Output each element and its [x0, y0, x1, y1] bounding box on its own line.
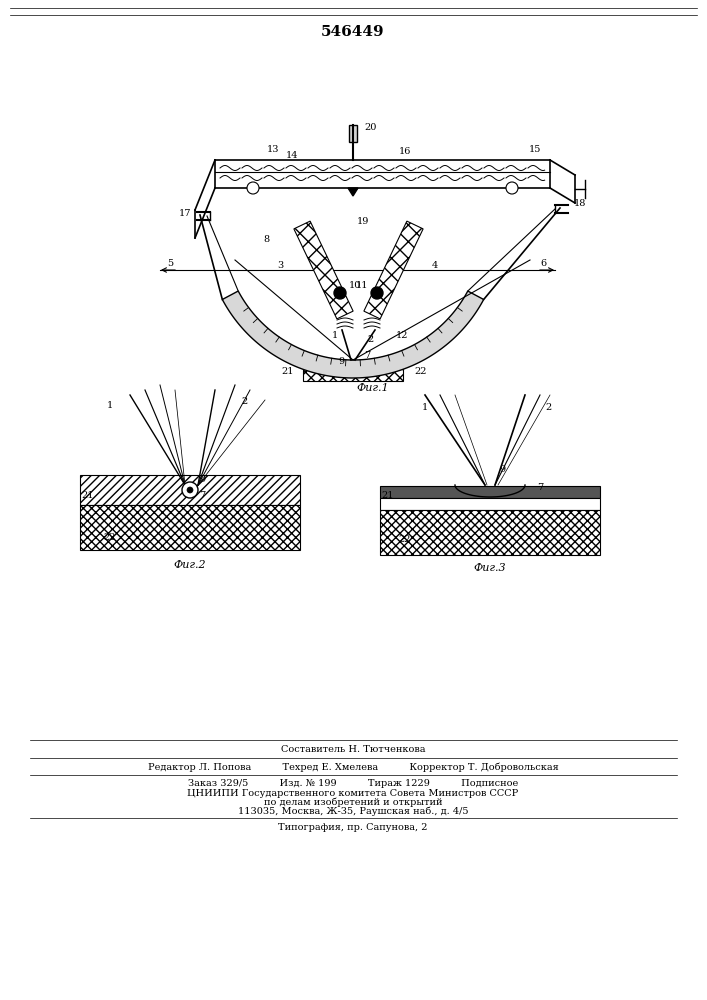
Text: 5: 5 [167, 258, 173, 267]
Text: 9: 9 [499, 466, 505, 475]
Text: 1: 1 [332, 330, 338, 340]
Text: 15: 15 [529, 145, 541, 154]
Text: Фиг.2: Фиг.2 [174, 560, 206, 570]
Bar [380, 486, 600, 498]
Text: 22: 22 [415, 367, 427, 376]
Text: 14: 14 [286, 150, 298, 159]
Text: 21: 21 [282, 367, 294, 376]
Text: 12: 12 [396, 330, 408, 340]
Polygon shape [348, 188, 358, 196]
Text: 13: 13 [267, 145, 279, 154]
Text: 22: 22 [104, 534, 116, 542]
Circle shape [334, 287, 346, 299]
Text: Фиг.3: Фиг.3 [474, 563, 506, 573]
Text: 9: 9 [338, 358, 344, 366]
Text: по делам изобретений и открытий: по делам изобретений и открытий [264, 797, 443, 807]
Circle shape [506, 182, 518, 194]
Text: 1: 1 [107, 400, 113, 410]
Text: Типография, пр. Сапунова, 2: Типография, пр. Сапунова, 2 [279, 822, 428, 832]
Text: 8: 8 [263, 235, 269, 244]
Text: Редактор Л. Попова          Техред Е. Хмелева          Корректор Т. Добровольска: Редактор Л. Попова Техред Е. Хмелева Кор… [148, 762, 559, 772]
Text: 18: 18 [574, 200, 586, 209]
Text: 4: 4 [432, 260, 438, 269]
Text: 7: 7 [199, 490, 205, 499]
Text: 2: 2 [242, 397, 248, 406]
Text: 546449: 546449 [321, 25, 385, 39]
Text: 19: 19 [357, 218, 369, 227]
Circle shape [187, 487, 193, 493]
Text: 20: 20 [365, 123, 378, 132]
Text: Фиг.1: Фиг.1 [357, 383, 390, 393]
Text: 11: 11 [356, 280, 368, 290]
Bar [80, 505, 300, 550]
Circle shape [371, 287, 383, 299]
Bar [303, 363, 403, 381]
Text: 17: 17 [179, 210, 192, 219]
Bar [80, 475, 300, 505]
Text: Заказ 329/5          Изд. № 199          Тираж 1229          Подписное: Заказ 329/5 Изд. № 199 Тираж 1229 Подпис… [188, 780, 518, 788]
Text: 2: 2 [545, 403, 551, 412]
Text: Составитель Н. Тютченкова: Составитель Н. Тютченкова [281, 746, 425, 754]
Text: 3: 3 [277, 260, 283, 269]
Bar [380, 510, 600, 555]
Text: 113035, Москва, Ж-35, Раушская наб., д. 4/5: 113035, Москва, Ж-35, Раушская наб., д. … [238, 806, 468, 816]
Polygon shape [364, 221, 423, 319]
Bar [349, 125, 357, 142]
Circle shape [247, 182, 259, 194]
Polygon shape [222, 291, 484, 378]
Text: ЦНИИПИ Государственного комитета Совета Министров СССР: ЦНИИПИ Государственного комитета Совета … [187, 788, 519, 798]
Text: 6: 6 [540, 258, 546, 267]
Text: 10: 10 [349, 280, 361, 290]
Text: 21: 21 [82, 490, 94, 499]
Text: 2: 2 [368, 336, 374, 344]
Text: 21: 21 [382, 490, 395, 499]
Circle shape [182, 482, 198, 498]
Polygon shape [294, 221, 353, 319]
Text: 16: 16 [399, 147, 411, 156]
Text: 9: 9 [199, 476, 205, 485]
Text: 7: 7 [364, 351, 370, 360]
Text: 7: 7 [537, 484, 543, 492]
Text: 1: 1 [422, 403, 428, 412]
Bar [380, 498, 600, 510]
Text: 22: 22 [399, 536, 411, 544]
